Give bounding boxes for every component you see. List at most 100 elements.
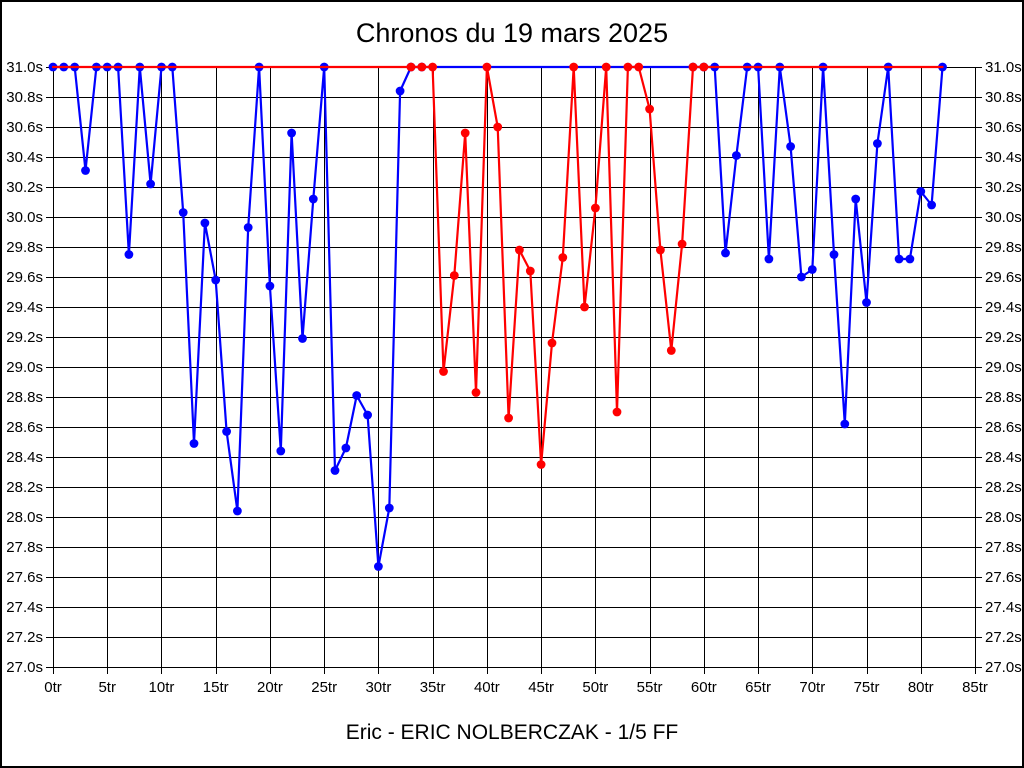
y-axis-tick-label-left: 30.0s (6, 209, 43, 226)
y-axis-tick-label-left: 28.0s (6, 509, 43, 526)
data-point-blue-laps (287, 128, 296, 138)
data-point-red-laps (493, 122, 503, 132)
data-point-blue-laps (81, 166, 90, 175)
grid (46, 67, 982, 674)
y-axis-tick-label-right: 29.0s (985, 359, 1022, 376)
data-point-red-laps (623, 62, 633, 72)
y-axis-tick-label-right: 31.0s (985, 59, 1022, 76)
data-point-blue-laps (298, 334, 307, 343)
chart-title: Chronos du 19 mars 2025 (355, 18, 669, 48)
data-point-blue-laps (894, 254, 904, 264)
data-point-blue-laps (341, 443, 351, 453)
x-axis-tick-label: 65tr (745, 679, 771, 696)
data-point-red-laps (406, 62, 416, 72)
y-axis-tick-label-right: 30.4s (985, 149, 1022, 166)
x-axis-tick-label: 10tr (149, 679, 175, 696)
x-axis-tick-label: 55tr (637, 679, 663, 696)
y-axis-tick-label-left: 30.8s (6, 89, 43, 106)
x-axis-tick-label: 45tr (528, 679, 554, 696)
data-point-blue-laps (146, 179, 156, 189)
series-red-laps (51, 62, 944, 469)
x-axis-tick-label: 20tr (257, 679, 283, 696)
data-point-red-laps (428, 62, 437, 72)
data-point-red-laps (645, 104, 654, 114)
y-axis-tick-label-left: 27.2s (6, 629, 43, 646)
data-point-blue-laps (797, 272, 806, 282)
data-point-blue-laps (786, 142, 795, 151)
data-point-red-laps (699, 62, 709, 72)
x-axis-tick-label: 85tr (962, 679, 988, 696)
data-point-red-laps (536, 460, 546, 469)
data-point-red-laps (449, 271, 459, 280)
x-axis-tick-label: 0tr (44, 679, 62, 696)
data-point-red-laps (666, 346, 676, 355)
y-axis-tick-label-left: 29.8s (6, 239, 43, 256)
data-point-red-laps (417, 62, 427, 72)
y-axis-tick-label-left: 28.2s (6, 479, 43, 496)
y-axis-tick-label-right: 30.8s (985, 89, 1022, 106)
data-point-red-laps (688, 62, 698, 72)
data-point-blue-laps (764, 254, 774, 264)
y-axis-tick-label-right: 28.6s (985, 419, 1022, 436)
y-axis-tick-label-right: 29.8s (985, 239, 1022, 256)
y-axis-tick-label-right: 27.6s (985, 569, 1022, 586)
y-axis-tick-label-left: 27.0s (6, 659, 43, 676)
y-axis-tick-label-right: 28.8s (985, 389, 1022, 406)
y-axis-tick-label-left: 28.6s (6, 419, 43, 436)
y-axis-tick-label-left: 29.4s (6, 299, 43, 316)
data-point-red-laps (677, 239, 687, 249)
data-point-blue-laps (374, 562, 383, 571)
x-axis-tick-label: 75tr (854, 679, 880, 696)
data-point-blue-laps (916, 187, 926, 196)
y-axis-tick-label-right: 27.0s (985, 659, 1022, 676)
data-point-blue-laps (178, 208, 188, 217)
y-axis-tick-label-right: 27.4s (985, 599, 1022, 616)
data-point-blue-laps (927, 200, 936, 210)
y-axis-tick-label-right: 29.2s (985, 329, 1022, 346)
y-axis-tick-label-right: 30.2s (985, 179, 1022, 196)
data-point-blue-laps (363, 410, 372, 420)
y-axis-tick-label-right: 28.0s (985, 509, 1022, 526)
data-point-blue-laps (200, 218, 210, 228)
x-axis-tick-label: 5tr (98, 679, 116, 696)
data-point-blue-laps (384, 503, 394, 513)
data-point-blue-laps (862, 298, 871, 307)
data-point-red-laps (634, 62, 644, 72)
y-axis-tick-label-left: 31.0s (6, 59, 43, 76)
y-axis-tick-label-left: 27.6s (6, 569, 43, 586)
data-point-red-laps (591, 203, 600, 213)
data-point-blue-laps (732, 151, 741, 160)
y-axis-tick-label-right: 29.4s (985, 299, 1022, 316)
data-point-red-laps (569, 62, 579, 72)
y-axis-tick-label-left: 28.4s (6, 449, 43, 466)
y-axis-tick-label-left: 29.6s (6, 269, 43, 286)
data-point-red-laps (547, 338, 557, 348)
data-point-blue-laps (395, 86, 405, 96)
y-axis-tick-label-right: 29.6s (985, 269, 1022, 286)
y-axis-tick-label-left: 30.2s (6, 179, 43, 196)
data-point-red-laps (558, 253, 568, 262)
data-point-blue-laps (330, 466, 340, 475)
x-axis-tick-label: 50tr (582, 679, 608, 696)
data-point-red-laps (656, 245, 665, 255)
data-point-red-laps (439, 367, 448, 376)
data-point-red-laps (580, 302, 589, 312)
data-point-blue-laps (851, 194, 861, 204)
data-point-red-laps (471, 388, 481, 397)
data-point-red-laps (504, 413, 513, 423)
x-axis-tick-label: 80tr (908, 679, 934, 696)
data-point-blue-laps (807, 265, 817, 274)
data-point-blue-laps (265, 281, 275, 291)
y-axis-tick-label-left: 28.8s (6, 389, 43, 406)
data-point-blue-laps (124, 250, 134, 259)
data-point-red-laps (601, 62, 611, 72)
data-point-blue-laps (243, 223, 253, 232)
data-point-blue-laps (211, 275, 221, 285)
data-point-blue-laps (276, 446, 286, 456)
y-axis-tick-label-right: 30.6s (985, 119, 1022, 136)
series-blue-laps (48, 62, 947, 571)
x-axis-tick-label: 25tr (311, 679, 337, 696)
axis-labels: 0tr 5tr 10tr 15tr 20tr 25tr 30tr 35tr 40tr 45tr 50… (6, 59, 1021, 696)
